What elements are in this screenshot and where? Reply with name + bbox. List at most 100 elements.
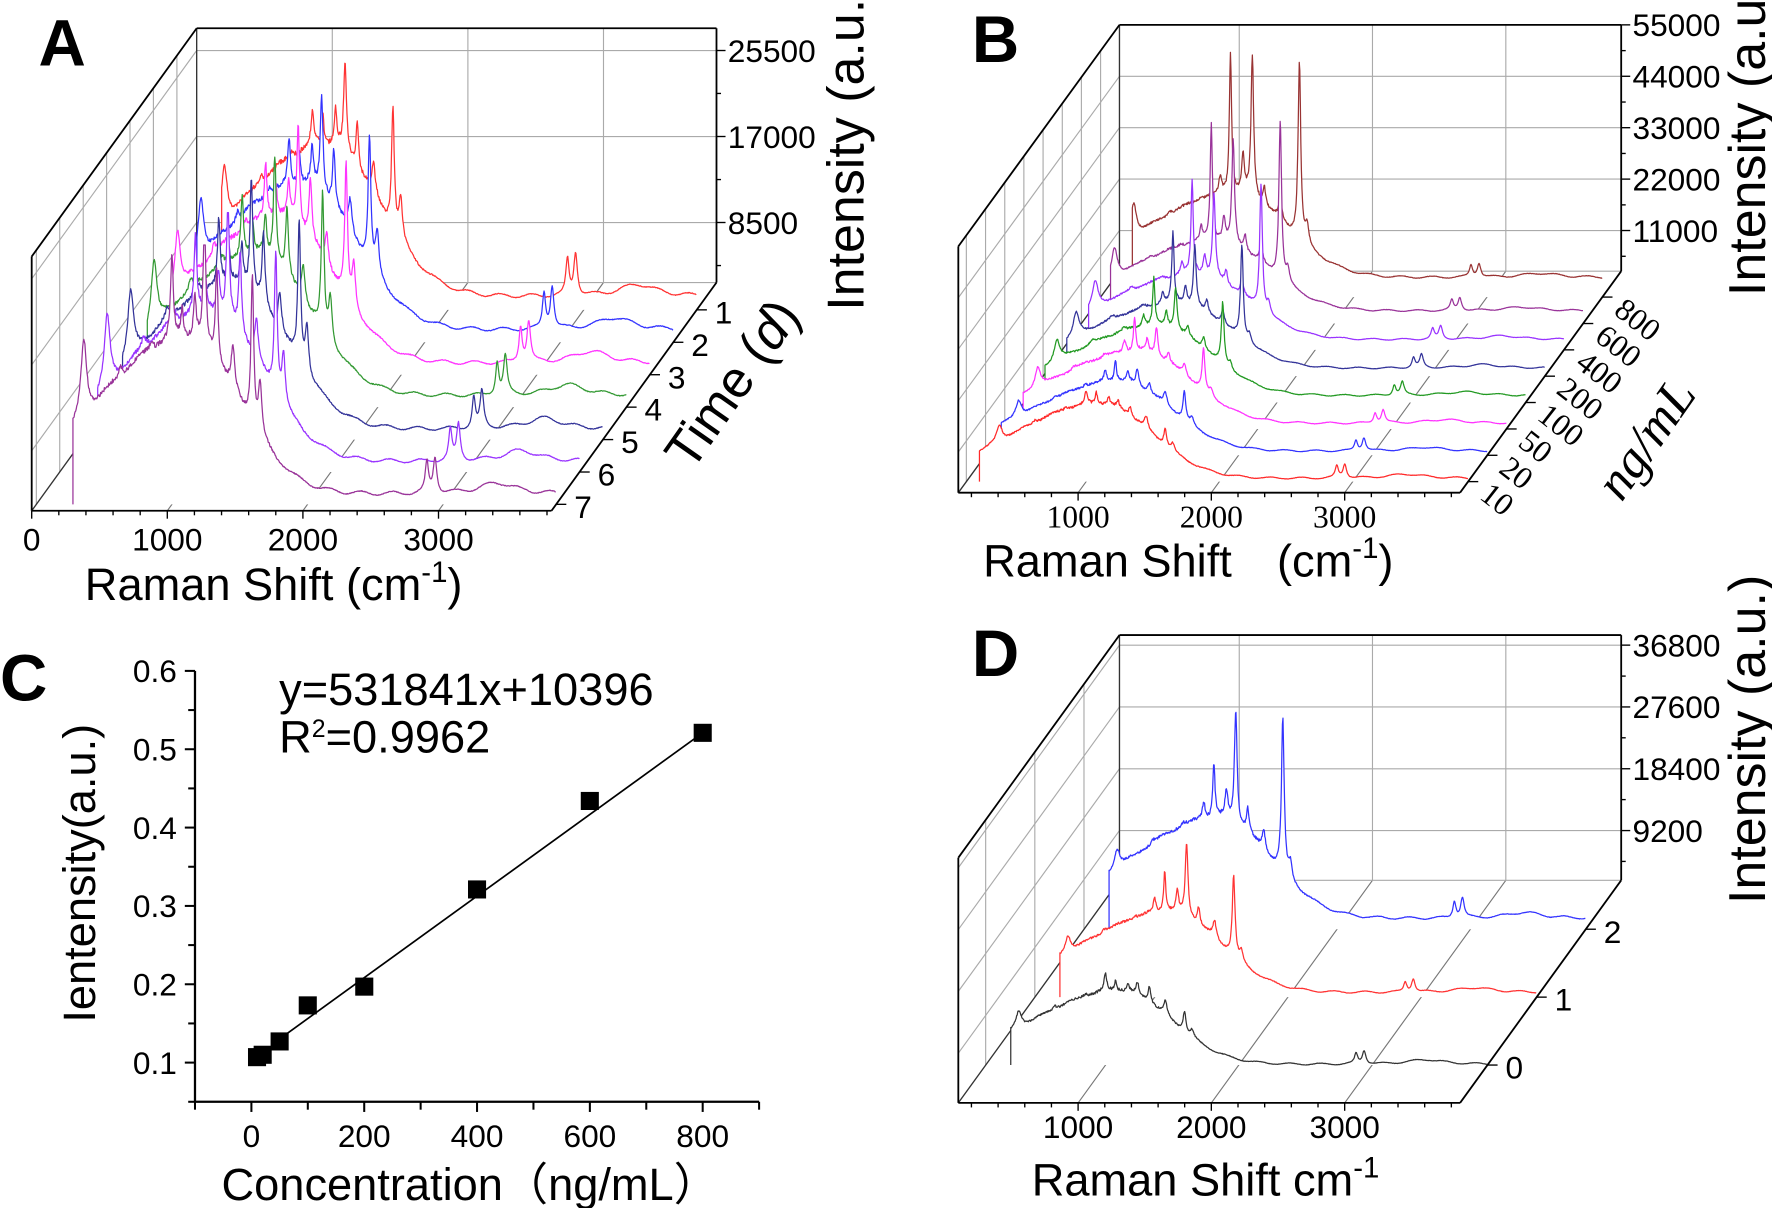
y-tick-label: 0.3: [133, 888, 177, 924]
x-tick-label: 600: [563, 1118, 616, 1154]
z-tick-label: 55000: [1632, 7, 1720, 43]
depth-tick-label-2: 2: [691, 327, 709, 363]
z-tick-label: 44000: [1632, 59, 1720, 95]
x-tick-label: 1000: [1043, 1109, 1113, 1145]
y-tick-label: 0.4: [133, 810, 177, 846]
series-line-100: [1044, 275, 1526, 403]
r2-superscript: 2: [312, 715, 326, 743]
data-point: [355, 977, 374, 996]
series-line-600: [1109, 120, 1584, 324]
x-title-end: ): [447, 559, 462, 610]
r-squared: R2=0.9962: [279, 712, 490, 763]
series-line-200: [1066, 230, 1545, 377]
panel-c: 0.1 0.2 0.3 0.4 0.5 0.6 0 200 400 600 800 C Concen…: [0, 642, 761, 1208]
z-tick-label: 33000: [1632, 110, 1720, 146]
left-wall-top-edge: [30, 27, 198, 258]
x-tick-label: 0: [243, 1118, 261, 1154]
x-title-superscript: -1: [1352, 532, 1378, 565]
x-tick-label: 1000: [132, 521, 202, 557]
depth-tick-label-3: 3: [668, 359, 686, 395]
data-point: [270, 1032, 289, 1051]
x-tick-label: 3000: [1309, 1109, 1379, 1145]
panel-c-label: C: [0, 642, 47, 715]
panel-d-plot: 1000 2000 3000 9200 18400 27600 36800 012: [957, 627, 1720, 1145]
y-tick-label: 0.1: [133, 1045, 177, 1081]
series-line-2: [1108, 711, 1586, 930]
left-wall-top-edge: [957, 24, 1121, 247]
z-tick-label: 17000: [728, 119, 816, 155]
panel-d-label: D: [972, 617, 1019, 690]
series-fill-2: [1109, 712, 1586, 930]
x-tick-label: 2000: [1180, 500, 1243, 535]
left-wall-gridline-z: [31, 50, 198, 280]
z-tick-label: 25500: [728, 33, 816, 69]
z-tick-label: 8500: [728, 205, 798, 241]
depth-tick-label-2: 2: [1604, 914, 1622, 950]
series-fill-0: [1010, 972, 1488, 1066]
depth-axis-line: [1459, 879, 1622, 1104]
panel-c-plot: 0.1 0.2 0.3 0.4 0.5 0.6 0 200 400 600 800: [133, 653, 761, 1154]
panel-d: 1000 2000 3000 9200 18400 27600 36800 012 D Ram…: [957, 575, 1772, 1206]
panel-a-z-axis-title: Intensity (a.u.): [817, 0, 875, 311]
data-point: [298, 996, 317, 1015]
series-line-1: [1059, 843, 1537, 998]
z-tick-label: 11000: [1632, 213, 1718, 249]
z-tick-label: 36800: [1632, 627, 1720, 663]
x-tick-label: 2000: [268, 521, 338, 557]
series-line-0: [1010, 972, 1488, 1066]
y-tick-label: 0.2: [133, 967, 177, 1003]
x-tick-label: 3000: [1313, 500, 1376, 535]
z-tick-label: 22000: [1632, 161, 1720, 197]
y-tick-label: 0.5: [133, 732, 177, 768]
z-tick-label: 27600: [1632, 689, 1720, 725]
panel-c-y-axis-title: Ientensity(a.u.): [54, 724, 105, 1023]
panel-c-x-axis-title: Concentration（ng/mL）: [222, 1159, 719, 1208]
series-fill-10: [979, 390, 1469, 482]
x-title-superscript: -1: [1353, 1151, 1379, 1184]
series-fill-600: [1110, 121, 1584, 324]
depth-tick-label-5: 5: [621, 424, 639, 460]
x-tick-label: 1000: [1046, 500, 1109, 535]
r2-value: =0.9962: [326, 712, 491, 763]
panel-b-z-axis-title: Intensity (a.u.): [1719, 0, 1772, 296]
series-line-20: [1000, 359, 1488, 456]
series-line-50: [1022, 316, 1507, 429]
data-point: [693, 723, 712, 742]
series-line-6: [97, 212, 580, 473]
z-tick-label: 9200: [1632, 813, 1702, 849]
panel-a-label: A: [38, 7, 85, 80]
series-line-10: [978, 390, 1469, 482]
x-tick-label: 200: [338, 1118, 391, 1154]
depth-tick-label-1: 1: [1555, 982, 1573, 1018]
x-title-text: Raman Shift (cm: [85, 559, 421, 610]
x-tick-label: 0: [23, 521, 41, 557]
x-title-superscript: -1: [421, 556, 447, 589]
series-line-7: [72, 244, 557, 505]
x-title-end: ): [1378, 535, 1393, 586]
panel-a-x-axis-title: Raman Shift (cm-1): [85, 556, 463, 610]
data-point: [253, 1045, 272, 1064]
depth-tick-label-7: 7: [574, 489, 592, 525]
x-title-text: Raman Shift (cm: [983, 535, 1352, 586]
depth-title-text: Time (: [654, 327, 785, 479]
depth-axis-line: [550, 281, 718, 512]
left-wall-top-edge: [957, 634, 1121, 859]
y-tick-label: 0.6: [133, 653, 177, 689]
series-line-400: [1087, 178, 1565, 350]
left-wall-gridline-z: [957, 706, 1120, 930]
x-tick-label: 2000: [1176, 1109, 1246, 1145]
panel-b-label: B: [972, 3, 1019, 76]
x-title-text: Raman Shift cm: [1032, 1155, 1353, 1206]
x-tick-label: 3000: [403, 521, 473, 557]
depth-tick-label-1: 1: [715, 294, 733, 330]
panel-d-z-axis-title: Intensity (a.u.): [1719, 575, 1772, 904]
fit-line: [273, 732, 704, 1044]
depth-tick-label-0: 0: [1505, 1050, 1523, 1086]
fit-equation: y=531841x+10396: [279, 664, 653, 715]
series-line-1: [221, 62, 697, 310]
depth-axis-line: [1459, 270, 1622, 494]
data-point: [468, 880, 487, 899]
panel-b: 1000 2000 30001100022000330004400055000102…: [957, 0, 1772, 586]
